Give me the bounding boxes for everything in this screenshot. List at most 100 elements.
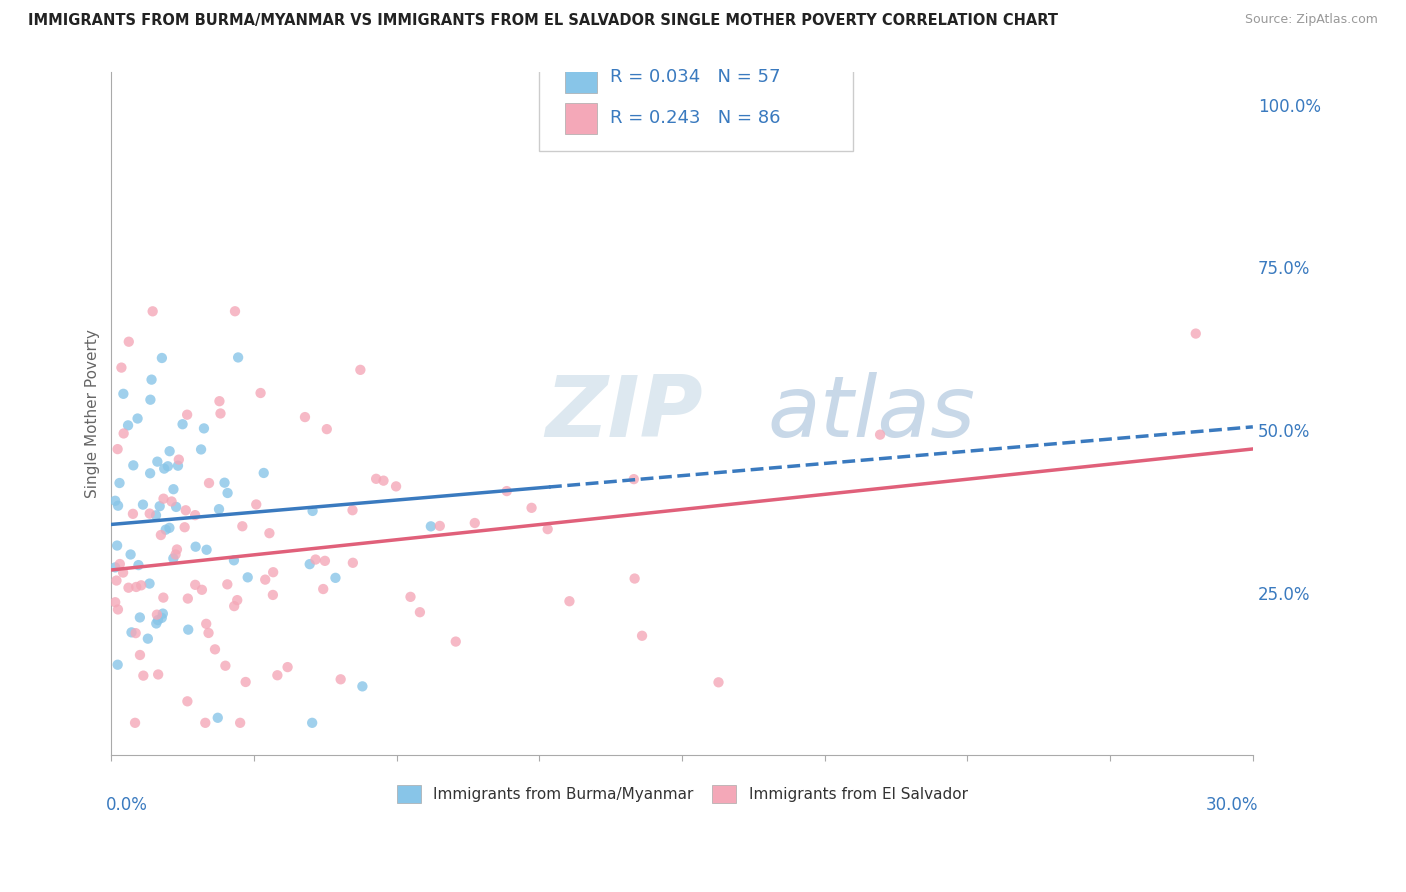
Point [139,392,162,407]
Point [342,503,364,517]
Point [707,675,730,690]
Point [245,498,267,512]
Point [127,558,149,573]
Point [217,577,239,591]
Point [184,578,207,592]
Point [229,715,252,730]
Point [342,556,364,570]
Point [141,373,163,387]
Point [112,386,135,401]
Point [277,660,299,674]
Point [117,418,139,433]
Point [520,500,543,515]
Point [132,668,155,682]
Legend: Immigrants from Burma/Myanmar, Immigrants from El Salvador: Immigrants from Burma/Myanmar, Immigrant… [391,780,974,809]
Point [122,507,145,521]
Point [159,444,181,458]
Point [108,557,131,571]
Point [104,595,127,609]
Point [167,458,190,473]
Point [166,542,188,557]
Point [352,679,374,693]
Point [312,582,335,596]
Point [366,472,388,486]
Point [176,694,198,708]
Point [298,557,321,571]
Point [399,590,422,604]
Point [214,658,236,673]
Point [195,616,218,631]
Point [145,616,167,631]
Point [105,539,128,553]
Point [132,498,155,512]
Point [253,466,276,480]
Point [160,494,183,508]
Point [105,574,128,588]
Point [262,565,284,579]
Point [156,459,179,474]
Point [112,426,135,441]
Point [107,602,129,616]
Point [226,593,249,607]
Point [104,560,127,574]
Point [112,566,135,580]
Point [167,452,190,467]
Point [184,540,207,554]
Y-axis label: Single Mother Poverty: Single Mother Poverty [86,329,100,499]
Point [153,461,176,475]
Text: Source: ZipAtlas.com: Source: ZipAtlas.com [1244,13,1378,27]
Point [1184,326,1206,341]
Point [174,503,197,517]
Point [157,521,180,535]
Point [195,542,218,557]
Point [429,519,451,533]
Point [138,576,160,591]
Point [125,580,148,594]
Point [224,304,246,318]
Point [110,360,132,375]
Point [139,467,162,481]
Text: ZIP: ZIP [546,372,703,455]
Point [315,422,337,436]
Point [172,417,194,432]
Point [146,613,169,627]
Point [419,519,441,533]
Point [197,626,219,640]
Point [145,508,167,523]
Point [495,484,517,499]
Text: R = 0.243   N = 86: R = 0.243 N = 86 [610,110,780,128]
Point [118,334,141,349]
Point [329,673,352,687]
Text: IMMIGRANTS FROM BURMA/MYANMAR VS IMMIGRANTS FROM EL SALVADOR SINGLE MOTHER POVER: IMMIGRANTS FROM BURMA/MYANMAR VS IMMIGRA… [28,13,1059,29]
Point [217,486,239,500]
Point [152,607,174,621]
Point [224,599,246,614]
FancyBboxPatch shape [565,62,596,93]
Point [191,582,214,597]
Text: atlas: atlas [768,372,976,455]
Point [165,548,187,562]
Point [194,715,217,730]
Point [385,479,408,493]
Point [623,472,645,486]
Point [173,520,195,534]
Point [124,626,146,640]
Point [231,519,253,533]
Point [162,551,184,566]
Point [193,421,215,435]
Point [129,578,152,592]
FancyBboxPatch shape [565,103,596,134]
Point [304,552,326,566]
Point [129,648,152,662]
Point [208,394,231,409]
Point [152,591,174,605]
Point [373,474,395,488]
Point [176,408,198,422]
Point [127,411,149,425]
Point [254,573,277,587]
Point [464,516,486,530]
Point [558,594,581,608]
Point [325,571,347,585]
Point [869,427,891,442]
Point [294,410,316,425]
